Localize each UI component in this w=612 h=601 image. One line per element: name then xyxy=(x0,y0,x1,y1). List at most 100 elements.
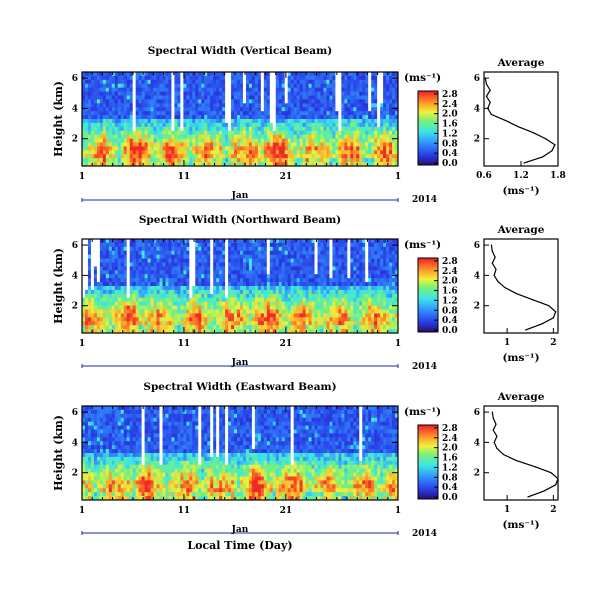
colorbar-tick-label: 2.4 xyxy=(442,434,458,444)
y-tick-label: 6 xyxy=(72,74,78,84)
y-tick-label: 2 xyxy=(72,135,78,145)
profile-y-tick-label: 2 xyxy=(474,302,480,312)
colorbar-tick-label: 0.4 xyxy=(442,483,458,493)
profile-y-tick-label: 4 xyxy=(474,104,480,114)
profile-point xyxy=(534,466,536,468)
heatmap xyxy=(82,406,399,501)
profile-point xyxy=(490,244,492,246)
profile-point xyxy=(557,478,559,480)
y-tick-label: 2 xyxy=(72,302,78,312)
profile-y-tick-label: 2 xyxy=(474,469,480,479)
month-label: Jan xyxy=(231,525,249,535)
profile-point xyxy=(489,89,491,91)
average-profile: Average 6 4 2 1 2 (ms⁻¹) xyxy=(474,391,559,531)
colorbar-unit: (ms⁻¹) xyxy=(404,239,441,251)
y-axis-label: Height (km) xyxy=(52,415,65,491)
profile-x-tick-label: 2 xyxy=(550,505,556,515)
profile-point xyxy=(491,250,493,252)
average-profile: Average 6 4 2 0.6 1.2 1.8 (ms⁻¹) xyxy=(474,57,566,197)
profile-point xyxy=(541,323,543,325)
x-tick-label: 11 xyxy=(178,172,191,182)
panel-2: Spectral Width (Northward Beam) 6 4 2 Height… xyxy=(52,214,559,372)
profile-x-label: (ms⁻¹) xyxy=(502,185,539,197)
profile-point xyxy=(527,496,529,498)
profile-point xyxy=(494,256,496,258)
panel-1: Spectral Width (Vertical Beam) 6 4 2 Height … xyxy=(52,45,566,205)
profile-point xyxy=(491,262,493,264)
profile-point xyxy=(554,144,556,146)
profile-point xyxy=(531,299,534,301)
y-tick-label: 6 xyxy=(72,241,78,251)
profile-point xyxy=(523,162,525,164)
profile-point xyxy=(551,150,553,152)
profile-point xyxy=(515,459,517,462)
colorbar-tick-label: 0.0 xyxy=(442,493,458,503)
x-axis-label: Local Time (Day) xyxy=(187,539,292,552)
profile-title: Average xyxy=(497,57,545,69)
y-tick-label: 4 xyxy=(72,438,78,448)
colorbar-tick-label: 1.2 xyxy=(442,296,458,306)
profile-point xyxy=(543,490,545,492)
profile-point xyxy=(541,156,544,158)
x-tick-label: 11 xyxy=(178,339,191,349)
profile-point xyxy=(489,101,491,103)
colorbar: (ms⁻¹)2.82.42.01.61.20.80.40.0 xyxy=(404,72,458,169)
panel-title: Spectral Width (Northward Beam) xyxy=(139,214,341,226)
colorbar-tick-label: 2.8 xyxy=(442,257,458,267)
average-profile: Average 6 4 2 1 2 (ms⁻¹) xyxy=(474,224,559,364)
profile-x-tick-label: 1 xyxy=(504,505,510,515)
profile-x-tick-label: 1 xyxy=(504,338,510,348)
profile-point xyxy=(532,132,534,134)
profile-point xyxy=(496,447,498,450)
profile-point xyxy=(495,268,497,270)
colorbar-tick-label: 1.2 xyxy=(442,129,458,139)
profile-title: Average xyxy=(497,224,545,236)
month-label: Jan xyxy=(231,191,249,201)
profile-point xyxy=(485,95,488,97)
profile-point xyxy=(497,280,499,283)
profile-point xyxy=(502,453,505,456)
colorbar-tick-label: 2.4 xyxy=(442,267,458,277)
profile-point xyxy=(545,138,547,140)
heatmap-frame xyxy=(81,405,399,501)
colorbar-tick-label: 0.4 xyxy=(442,316,458,326)
colorbar-tick-label: 1.6 xyxy=(442,287,458,297)
profile-x-tick-label: 2 xyxy=(550,338,556,348)
year-label: 2014 xyxy=(412,529,437,539)
colorbar-tick-label: 2.0 xyxy=(442,277,458,287)
year-label: 2014 xyxy=(412,362,437,372)
colorbar-tick-label: 1.6 xyxy=(442,454,458,464)
profile-x-label: (ms⁻¹) xyxy=(502,519,539,531)
x-tick-label: 1 xyxy=(79,506,85,516)
heatmap-frame xyxy=(81,238,399,334)
colorbar-tick-label: 0.8 xyxy=(442,139,458,149)
profile-point xyxy=(552,317,554,319)
colorbar-tick-label: 0.4 xyxy=(442,149,458,159)
profile-point xyxy=(491,411,493,413)
colorbar-tick-label: 0.8 xyxy=(442,306,458,316)
profile-point xyxy=(492,429,494,431)
x-tick-label: 1 xyxy=(79,339,85,349)
colorbar: (ms⁻¹)2.82.42.01.61.20.80.40.0 xyxy=(404,406,458,503)
profile-x-tick-label: 1.8 xyxy=(550,171,566,181)
profile-title: Average xyxy=(497,391,545,403)
profile-y-tick-label: 6 xyxy=(474,74,480,84)
colorbar-tick-label: 0.8 xyxy=(442,473,458,483)
profile-point xyxy=(550,472,552,474)
x-tick-label: 1 xyxy=(395,339,401,349)
colorbar-tick-label: 1.6 xyxy=(442,120,458,130)
profile-point xyxy=(485,83,488,85)
x-tick-label: 21 xyxy=(280,172,293,182)
x-tick-label: 21 xyxy=(280,506,293,516)
profile-point xyxy=(504,119,507,122)
heatmap-frame xyxy=(81,71,399,167)
profile-point xyxy=(496,435,498,437)
colorbar-tick-label: 2.8 xyxy=(442,424,458,434)
y-tick-label: 4 xyxy=(72,104,78,114)
profile-point xyxy=(515,292,517,295)
profile-point xyxy=(555,311,557,313)
colorbar-unit: (ms⁻¹) xyxy=(404,72,441,84)
x-tick-label: 21 xyxy=(280,339,293,349)
colorbar-tick-label: 2.8 xyxy=(442,90,458,100)
